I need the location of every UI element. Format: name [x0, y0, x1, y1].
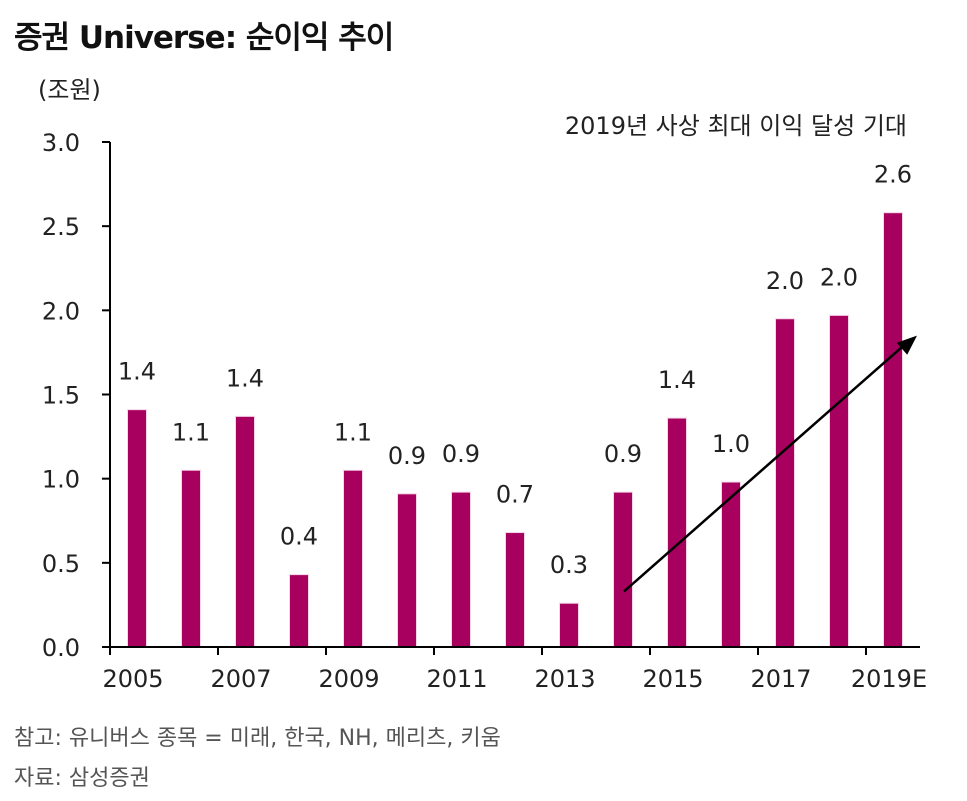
y-axis-unit-label: (조원): [38, 76, 101, 104]
y-tick-label-2.5: 2.5: [42, 213, 80, 241]
value-label-2016: 1.0: [712, 430, 750, 458]
value-label-2018: 2.0: [820, 263, 858, 291]
bars-group: [127, 212, 903, 648]
y-tick-label-0.5: 0.5: [42, 550, 80, 578]
bar-2012: [505, 532, 525, 648]
value-label-2008: 0.4: [280, 523, 318, 551]
y-tick-label-1.0: 1.0: [42, 466, 80, 494]
bar-2018: [829, 314, 849, 648]
y-tick-label-3.0: 3.0: [42, 129, 80, 157]
value-label-2019E: 2.6: [874, 161, 912, 189]
bar-2006: [181, 469, 201, 648]
value-label-2017: 2.0: [766, 267, 804, 295]
value-label-2006: 1.1: [172, 418, 210, 446]
trend-arrow-line: [623, 341, 908, 593]
bar-2019E: [883, 212, 903, 648]
bar-2009: [343, 469, 363, 648]
value-label-2007: 1.4: [226, 364, 264, 392]
x-tick-label-2013: 2013: [534, 665, 595, 693]
bar-2005: [127, 409, 147, 648]
value-label-2011: 0.9: [442, 440, 480, 468]
x-tick-label-2015: 2015: [642, 665, 703, 693]
value-label-2005: 1.4: [118, 358, 156, 386]
y-tick-label-1.5: 1.5: [42, 382, 80, 410]
x-tick-label-2019E: 2019E: [851, 665, 927, 693]
y-tick-label-2.0: 2.0: [42, 297, 80, 325]
x-tick-label-2005: 2005: [102, 665, 163, 693]
bar-2017: [775, 318, 795, 648]
trend-arrow-head-icon: [896, 335, 917, 355]
y-tick-label-0.0: 0.0: [42, 634, 80, 662]
trend-arrow-group: [623, 335, 917, 593]
bar-2007: [235, 415, 255, 648]
value-label-2010: 0.9: [388, 442, 426, 470]
x-tick-label-2007: 2007: [210, 665, 271, 693]
value-label-2015: 1.4: [658, 366, 696, 394]
bar-2016: [721, 481, 741, 648]
bar-2011: [451, 491, 471, 648]
axes-group: 0.0 0.5 1.0 1.5 2.0 2.5 3.0 2005 2007 2009 2011 201…: [42, 129, 927, 693]
footnote-universe: 참고: 유니버스 종목 = 미래, 한국, NH, 메리츠, 키움: [14, 726, 501, 751]
chart-title: 증권 Universe: 순이익 추이: [14, 20, 394, 56]
x-tick-label-2017: 2017: [750, 665, 811, 693]
trend-annotation-text: 2019년 사상 최대 이익 달성 기대: [564, 112, 907, 140]
x-tick-label-2009: 2009: [318, 665, 379, 693]
bar-2013: [559, 602, 579, 648]
bar-2015: [667, 417, 687, 648]
value-label-2013: 0.3: [550, 551, 588, 579]
footnote-source: 자료: 삼성증권: [14, 766, 150, 791]
value-label-2012: 0.7: [496, 481, 534, 509]
bar-2008: [289, 574, 309, 648]
value-labels-group: 1.4 1.1 1.4 0.4 1.1 0.9 0.9 0.7 0.3 0.9 1.4 1.0 2.0 2…: [118, 161, 912, 580]
x-tick-label-2011: 2011: [426, 665, 487, 693]
bar-2014: [613, 491, 633, 648]
value-label-2014: 0.9: [604, 440, 642, 468]
bar-2010: [397, 493, 417, 648]
value-label-2009: 1.1: [334, 418, 372, 446]
